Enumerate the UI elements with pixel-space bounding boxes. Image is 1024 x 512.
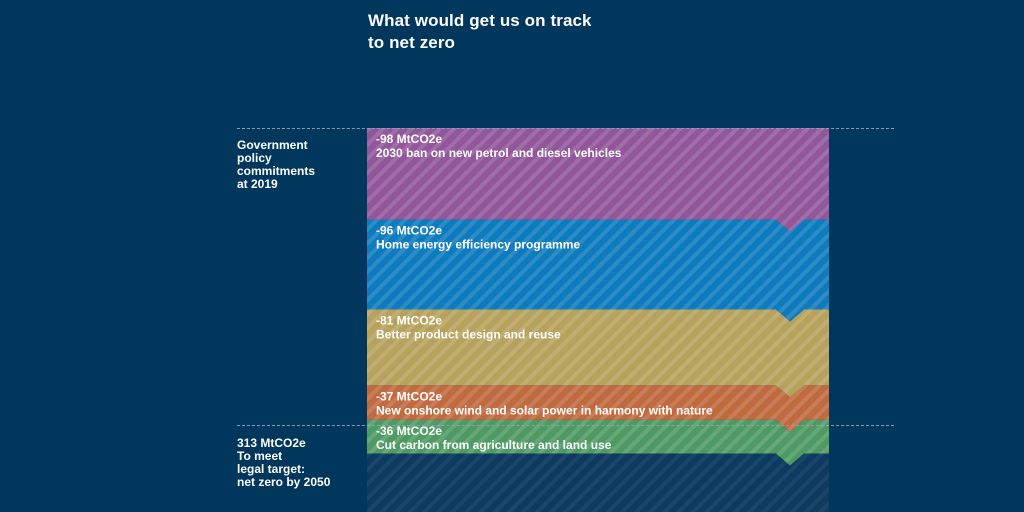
segment-value-label-4: -37 MtCO2e xyxy=(376,389,442,403)
segment-category-label-1: 2030 ban on new petrol and diesel vehicl… xyxy=(376,146,622,160)
remaining-emissions-bar xyxy=(367,453,829,512)
segment-category-label-2: Home energy efficiency programme xyxy=(376,238,580,252)
net-zero-target-line xyxy=(237,425,894,426)
segment-category-label-3: Better product design and reuse xyxy=(376,327,561,341)
segment-value-label-1: -98 MtCO2e xyxy=(376,132,442,146)
chart-title-line-1: What would get us on track xyxy=(368,11,592,30)
segment-bar-2 xyxy=(367,219,829,322)
net-zero-target-label: 313 MtCO2e To meet legal target: net zer… xyxy=(237,436,331,489)
segment-category-label-4: New onshore wind and solar power in harm… xyxy=(376,403,713,417)
segment-bar-1 xyxy=(367,128,829,232)
segment-bar-3 xyxy=(367,309,829,398)
segment-category-label-5: Cut carbon from agriculture and land use xyxy=(376,438,612,452)
segment-value-label-3: -81 MtCO2e xyxy=(376,313,442,327)
policy-commitments-label: Government policy commitments at 2019 xyxy=(237,138,316,191)
segment-value-label-5: -36 MtCO2e xyxy=(376,424,442,438)
segment-bar-4 xyxy=(367,385,829,432)
segment-bar-5 xyxy=(367,419,829,466)
chart-title: What would get us on track to net zero xyxy=(368,10,688,54)
chart-title-line-2: to net zero xyxy=(368,33,456,52)
policy-2019-line xyxy=(237,128,894,129)
segment-value-label-2: -96 MtCO2e xyxy=(376,224,442,238)
